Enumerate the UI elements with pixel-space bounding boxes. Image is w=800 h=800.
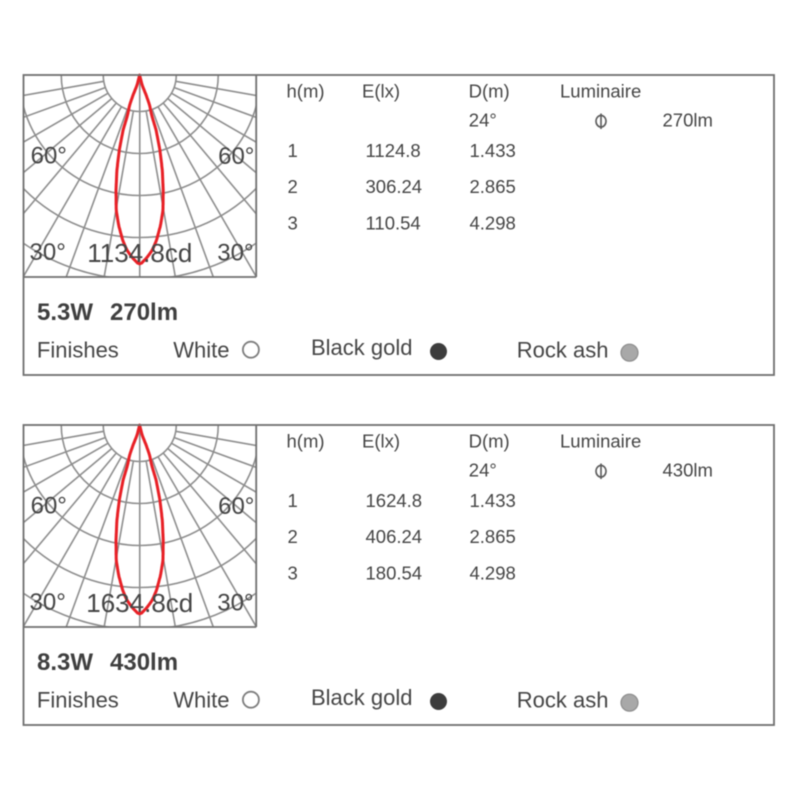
svg-text:E(lx): E(lx)	[362, 81, 400, 102]
svg-text:Finishes: Finishes	[37, 337, 119, 362]
svg-text:60°: 60°	[218, 143, 254, 170]
svg-text:1134.8cd: 1134.8cd	[87, 238, 192, 268]
svg-text:1: 1	[288, 140, 298, 161]
svg-text:D(m): D(m)	[469, 431, 510, 452]
svg-text:2.865: 2.865	[470, 176, 516, 197]
svg-text:5.3W: 5.3W	[37, 299, 93, 326]
svg-text:Luminaire: Luminaire	[560, 431, 641, 452]
svg-text:30°: 30°	[217, 590, 253, 617]
svg-text:1.433: 1.433	[470, 140, 516, 161]
svg-text:D(m): D(m)	[469, 81, 510, 102]
svg-text:1624.8: 1624.8	[366, 490, 423, 511]
svg-text:Luminaire: Luminaire	[560, 81, 641, 102]
svg-text:Black gold: Black gold	[311, 685, 413, 710]
svg-text:406.24: 406.24	[366, 526, 423, 547]
svg-text:110.54: 110.54	[366, 213, 421, 234]
svg-text:E(lx): E(lx)	[362, 431, 400, 452]
svg-text:Rock ash: Rock ash	[517, 338, 609, 363]
svg-text:Rock ash: Rock ash	[517, 688, 609, 713]
svg-text:3: 3	[288, 213, 298, 234]
svg-text:1634.8cd: 1634.8cd	[86, 588, 193, 618]
svg-text:White: White	[173, 687, 229, 712]
svg-text:White: White	[173, 337, 229, 362]
svg-text:2: 2	[288, 176, 298, 197]
svg-text:30°: 30°	[30, 239, 66, 266]
svg-text:60°: 60°	[31, 493, 67, 520]
svg-text:2: 2	[288, 526, 298, 547]
svg-text:3: 3	[288, 563, 298, 584]
svg-text:430lm: 430lm	[110, 649, 178, 676]
svg-text:4.298: 4.298	[470, 213, 516, 234]
svg-text:60°: 60°	[31, 143, 67, 170]
svg-text:430lm: 430lm	[663, 460, 713, 481]
svg-text:1.433: 1.433	[470, 490, 516, 511]
svg-text:h(m): h(m)	[287, 431, 325, 452]
svg-text:1124.8: 1124.8	[366, 140, 421, 161]
svg-text:30°: 30°	[30, 589, 66, 616]
svg-text:4.298: 4.298	[470, 563, 516, 584]
svg-text:Finishes: Finishes	[37, 687, 119, 712]
svg-text:1: 1	[288, 490, 298, 511]
svg-text:8.3W: 8.3W	[37, 649, 93, 676]
svg-text:306.24: 306.24	[366, 176, 423, 197]
svg-text:180.54: 180.54	[366, 563, 423, 584]
svg-text:24°: 24°	[469, 460, 497, 481]
svg-text:2.865: 2.865	[470, 526, 516, 547]
svg-text:30°: 30°	[217, 240, 253, 267]
svg-text:h(m): h(m)	[287, 81, 325, 102]
svg-text:60°: 60°	[218, 493, 254, 520]
svg-text:24°: 24°	[469, 110, 497, 131]
svg-text:Black gold: Black gold	[311, 335, 413, 360]
svg-text:270lm: 270lm	[663, 110, 713, 131]
svg-text:270lm: 270lm	[110, 299, 178, 326]
